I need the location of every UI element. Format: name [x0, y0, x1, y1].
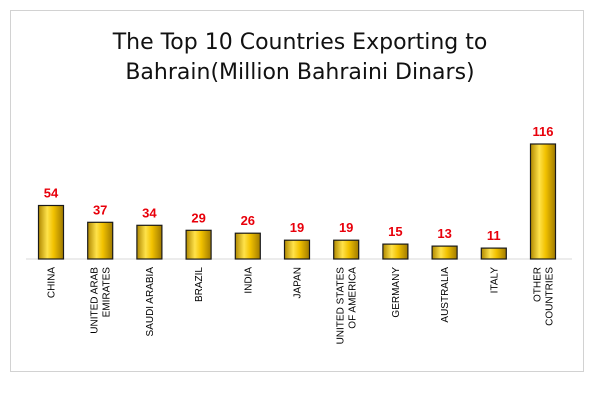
value-label-2: 34 — [142, 205, 157, 220]
category-label-10-line-1: OTHER — [533, 267, 544, 302]
value-label-8: 13 — [437, 226, 451, 241]
bar-7 — [382, 243, 409, 260]
bar-10 — [529, 143, 557, 260]
category-label-1-line-2: EMIRATES — [102, 267, 113, 318]
category-label-1-line-1: UNITED ARAB — [90, 267, 101, 334]
value-label-6: 19 — [339, 220, 353, 235]
value-label-9: 11 — [487, 228, 501, 243]
category-label-6-line-2: OF AMERICA — [348, 267, 359, 329]
bar-8 — [431, 245, 458, 260]
chart-title-line-2: Bahrain(Million Bahraini Dinars) — [125, 60, 475, 85]
chart-frame — [10, 10, 584, 372]
bar-3 — [185, 229, 212, 260]
category-label-9: ITALY — [489, 267, 500, 294]
bar-6 — [333, 239, 360, 260]
bar-2 — [136, 224, 163, 260]
category-label-2: SAUDI ARABIA — [145, 267, 156, 337]
category-label-0: CHINA — [47, 267, 58, 298]
value-label-4: 26 — [241, 213, 255, 228]
bar-1 — [87, 221, 114, 260]
bar-5 — [283, 239, 311, 260]
category-label-4: INDIA — [243, 267, 254, 294]
chart-title-line-1: The Top 10 Countries Exporting to — [112, 30, 488, 55]
category-label-7: GERMANY — [391, 267, 402, 318]
value-label-3: 29 — [191, 210, 205, 225]
category-label-6-line-1: UNITED STATES — [336, 267, 347, 345]
value-label-1: 37 — [93, 202, 107, 217]
bar-0 — [37, 204, 65, 260]
bar-9 — [480, 247, 507, 260]
category-label-10-line-2: COUNTRIES — [545, 267, 556, 326]
category-label-5: JAPAN — [293, 267, 304, 299]
bar-4 — [234, 232, 261, 260]
value-label-5: 19 — [290, 220, 304, 235]
category-label-3: BRAZIL — [194, 267, 205, 302]
chart-title: The Top 10 Countries Exporting to Bahrai… — [0, 28, 600, 88]
category-label-8: AUSTRALIA — [440, 267, 451, 323]
value-label-10: 116 — [533, 124, 554, 139]
value-label-7: 15 — [388, 224, 402, 239]
value-label-0: 54 — [44, 186, 59, 201]
